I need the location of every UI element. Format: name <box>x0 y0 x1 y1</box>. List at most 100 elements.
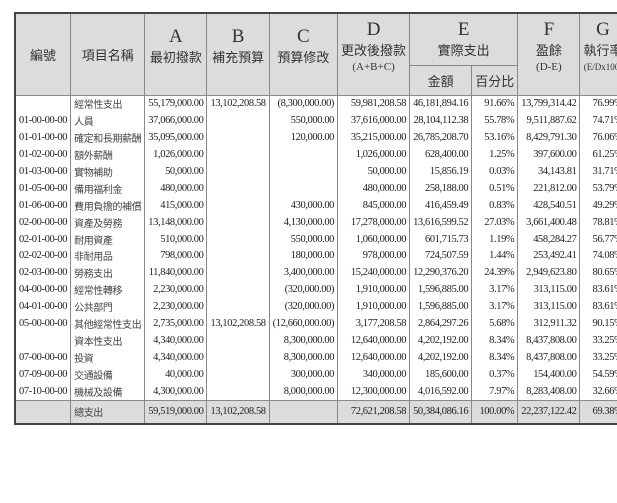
cell-c <box>268 163 338 180</box>
cell-g: 32.66% <box>579 382 617 401</box>
cell-g: 76.06% <box>579 129 617 147</box>
cell-b <box>206 129 270 147</box>
table-row: 01-05-00-00 備用福利金 480,000.00 480,000.00 258,… <box>14 179 617 197</box>
cell-d: 12,640,000.00 <box>337 348 410 366</box>
cell-a: 2,230,000.00 <box>144 281 207 299</box>
cell-code: 02-00-00-00 <box>14 213 71 231</box>
header-d: D 更改後撥款 (A+B+C) <box>337 12 411 96</box>
cell-c: (320,000.00) <box>268 298 338 316</box>
cell-a: 40,000.00 <box>144 365 207 383</box>
table-row: 01-00-00-00 人員 37,066,000.00 550,000.00 37,6… <box>14 112 617 130</box>
cell-pct: 1.44% <box>471 247 518 265</box>
cell-g: 31.71% <box>579 163 617 180</box>
cell-g: 76.99% <box>579 95 617 113</box>
cell-name: 耐用資產 <box>70 230 145 248</box>
cell-pct: 1.25% <box>471 146 518 164</box>
cell-a: 2,735,000.00 <box>144 315 207 332</box>
cell-pct: 3.17% <box>471 298 518 316</box>
cell-c: 8,000,000.00 <box>268 382 338 401</box>
header-c: C 預算修改 <box>268 12 339 96</box>
header-e: E 實際支出 <box>409 12 519 66</box>
cell-d: 50,000.00 <box>337 163 410 180</box>
cell-pct: 0.37% <box>471 365 518 383</box>
cell-b <box>206 146 270 164</box>
cell-f: 313,115.00 <box>517 298 580 316</box>
cell-code: 01-02-00-00 <box>14 146 71 164</box>
cell-a: 415,000.00 <box>144 196 207 214</box>
cell-code: 04-00-00-00 <box>14 281 71 299</box>
cell-e: 416,459.49 <box>409 196 472 214</box>
cell-b <box>206 230 270 248</box>
cell-b <box>206 348 270 366</box>
cell-g: 54.59% <box>579 365 617 383</box>
cell-g: 74.08% <box>579 247 617 265</box>
cell-d: 845,000.00 <box>337 196 410 214</box>
cell-e: 601,715.73 <box>409 230 472 248</box>
cell-a: 35,095,000.00 <box>144 129 207 147</box>
cell-a: 1,026,000.00 <box>144 146 207 164</box>
cell-b <box>206 213 270 231</box>
cell-f: 34,143.81 <box>517 163 580 180</box>
cell-b <box>206 331 270 349</box>
cell-c <box>268 146 338 164</box>
cell-pct: 91.66% <box>471 95 518 113</box>
cell-code: 07-00-00-00 <box>14 348 71 366</box>
cell-d: 978,000.00 <box>337 247 410 265</box>
cell-code: 01-05-00-00 <box>14 179 71 197</box>
header-e-amount: 金額 <box>409 64 473 96</box>
cell-e: 13,616,599.52 <box>409 213 472 231</box>
cell-c: 550,000.00 <box>268 230 338 248</box>
cell-name: 費用負擔的補償 <box>70 196 145 214</box>
cell-f: 3,661,400.48 <box>517 213 580 231</box>
cell-d: 59,981,208.58 <box>337 95 410 113</box>
cell-a: 4,340,000.00 <box>144 348 207 366</box>
cell-d: 1,026,000.00 <box>337 146 410 164</box>
cell-e: 46,181,894.16 <box>409 95 472 113</box>
cell-b <box>206 382 270 401</box>
table-row: 01-03-00-00 實物補助 50,000.00 50,000.00 15,856.… <box>14 163 617 180</box>
cell-b <box>206 264 270 282</box>
cell-f: 8,437,808.00 <box>517 331 580 349</box>
cell-a: 480,000.00 <box>144 179 207 197</box>
cell-f: 9,511,887.62 <box>517 112 580 130</box>
cell-code <box>14 399 71 424</box>
cell-c <box>268 399 338 424</box>
cell-a: 13,148,000.00 <box>144 213 207 231</box>
cell-e: 4,016,592.00 <box>409 382 472 401</box>
cell-f: 8,437,808.00 <box>517 348 580 366</box>
cell-f: 428,540.51 <box>517 196 580 214</box>
cell-g: 61.25% <box>579 146 617 164</box>
cell-g: 69.38% <box>579 399 617 424</box>
cell-pct: 5.68% <box>471 315 518 332</box>
cell-d: 1,910,000.00 <box>337 281 410 299</box>
cell-b <box>206 247 270 265</box>
cell-c: 180,000.00 <box>268 247 338 265</box>
table-row: 07-00-00-00 投資 4,340,000.00 8,300,000.00 12,… <box>14 348 617 366</box>
cell-pct: 24.39% <box>471 264 518 282</box>
cell-f: 8,283,408.00 <box>517 382 580 401</box>
cell-code: 04-01-00-00 <box>14 298 71 316</box>
cell-name: 備用福利金 <box>70 179 145 197</box>
cell-code: 07-09-00-00 <box>14 365 71 383</box>
cell-pct: 8.34% <box>471 331 518 349</box>
cell-f: 2,949,623.80 <box>517 264 580 282</box>
table-row: 04-01-00-00 公共部門 2,230,000.00 (320,000.00) 1… <box>14 298 617 316</box>
cell-code: 02-01-00-00 <box>14 230 71 248</box>
cell-g: 53.79% <box>579 179 617 197</box>
cell-b <box>206 281 270 299</box>
cell-name: 資產及勞務 <box>70 213 145 231</box>
cell-e: 2,864,297.26 <box>409 315 472 332</box>
cell-d: 17,278,000.00 <box>337 213 410 231</box>
cell-g: 83.61% <box>579 298 617 316</box>
cell-code: 02-03-00-00 <box>14 264 71 282</box>
cell-f: 13,799,314.42 <box>517 95 580 113</box>
cell-pct: 53.16% <box>471 129 518 147</box>
table-row: 02-01-00-00 耐用資產 510,000.00 550,000.00 1,060… <box>14 230 617 248</box>
cell-b: 13,102,208.58 <box>206 399 270 424</box>
header-b: B 補充預算 <box>206 12 270 96</box>
cell-pct: 0.83% <box>471 196 518 214</box>
cell-a: 37,066,000.00 <box>144 112 207 130</box>
cell-a: 4,300,000.00 <box>144 382 207 401</box>
cell-pct: 1.19% <box>471 230 518 248</box>
cell-d: 340,000.00 <box>337 365 410 383</box>
